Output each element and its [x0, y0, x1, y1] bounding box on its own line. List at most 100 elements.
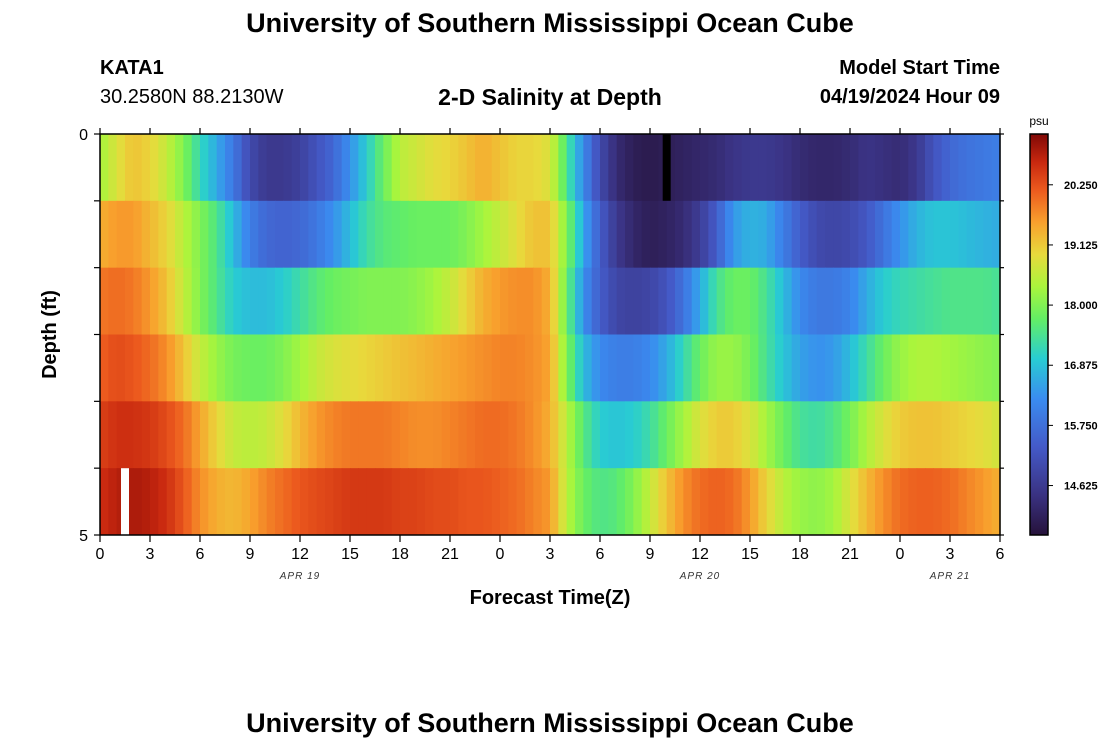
- heatmap-cell: [766, 267, 776, 335]
- heatmap-cell: [616, 200, 626, 269]
- heatmap-cell: [333, 468, 343, 536]
- heatmap-cell: [408, 134, 418, 202]
- heatmap-cell: [233, 200, 243, 269]
- heatmap-cell: [833, 267, 843, 335]
- heatmap-cell: [941, 200, 951, 269]
- heatmap-cell: [258, 134, 268, 202]
- heatmap-cell: [100, 401, 109, 469]
- heatmap-cell: [375, 334, 384, 402]
- heatmap-cell: [883, 134, 893, 202]
- heatmap-cell: [408, 334, 418, 402]
- heatmap-cell: [575, 267, 584, 335]
- heatmap-cell: [266, 401, 276, 469]
- heatmap-cell: [425, 267, 434, 335]
- heatmap-cell: [758, 200, 768, 269]
- missing-data-marker: [121, 468, 129, 535]
- heatmap-cell: [933, 401, 943, 469]
- heatmap-cell: [808, 468, 818, 536]
- heatmap-cell: [700, 134, 709, 202]
- heatmap-cell: [533, 468, 543, 536]
- heatmap-cell: [966, 468, 976, 536]
- heatmap-cell: [391, 334, 401, 402]
- heatmap-cell: [108, 267, 118, 335]
- heatmap-cell: [333, 334, 343, 402]
- heatmap-cell: [158, 200, 168, 269]
- heatmap-cell: [550, 200, 559, 269]
- heatmap-cell: [125, 401, 134, 469]
- x-tick-label: 6: [196, 546, 205, 563]
- heatmap-cell: [725, 334, 734, 402]
- heatmap-cell: [575, 200, 584, 269]
- heatmap-cell: [516, 134, 526, 202]
- heatmap-cell: [925, 334, 934, 402]
- heatmap-cell: [841, 401, 851, 469]
- heatmap-cell: [316, 468, 326, 536]
- heatmap-cell: [208, 468, 218, 536]
- heatmap-cell: [991, 267, 1001, 335]
- heatmap-cell: [800, 200, 809, 269]
- heatmap-cell: [275, 468, 284, 536]
- heatmap-cell: [683, 267, 693, 335]
- heatmap-cell: [466, 401, 476, 469]
- heatmap-cell: [725, 134, 734, 202]
- heatmap-cell: [441, 468, 451, 536]
- heatmap-cell: [191, 401, 201, 469]
- heatmap-cell: [558, 468, 568, 536]
- heatmap-cell: [316, 134, 326, 202]
- heatmap-cell: [116, 401, 126, 469]
- heatmap-cell: [575, 334, 584, 402]
- heatmap-cell: [916, 267, 926, 335]
- heatmap-cell: [608, 200, 618, 269]
- heatmap-cell: [975, 401, 984, 469]
- salinity-heatmap-chart: 0 3 6 9 12 15 18 21 0 3 6 9 12 15 18 21 0 3 6 APR 19 APR 20 A…: [39, 114, 1098, 609]
- heatmap-cell: [150, 200, 159, 269]
- heatmap-cell: [850, 134, 859, 202]
- heatmap-cell: [433, 401, 443, 469]
- y-tick-label: 0: [79, 127, 88, 144]
- heatmap-cell: [975, 267, 984, 335]
- heatmap-cell: [441, 134, 451, 202]
- heatmap-cell: [691, 200, 701, 269]
- heatmap-cell: [958, 401, 968, 469]
- heatmap-cell: [908, 468, 918, 536]
- heatmap-cell: [450, 200, 459, 269]
- heatmap-cell: [908, 267, 918, 335]
- heatmap-cell: [666, 468, 676, 536]
- heatmap-cell: [408, 468, 418, 536]
- heatmap-cell: [416, 267, 426, 335]
- heatmap-cell: [291, 134, 301, 202]
- heatmap-cell: [583, 200, 593, 269]
- heatmap-cell: [850, 267, 859, 335]
- heatmap-cell: [358, 134, 368, 202]
- heatmap-cell: [233, 134, 243, 202]
- heatmap-cell: [558, 267, 568, 335]
- heatmap-cell: [100, 468, 109, 536]
- heatmap-cell: [833, 200, 843, 269]
- heatmap-cell: [241, 200, 251, 269]
- heatmap-cell: [550, 334, 559, 402]
- heatmap-cell: [733, 200, 743, 269]
- heatmap-cell: [950, 468, 959, 536]
- heatmap-cell: [891, 468, 901, 536]
- heatmap-cell: [450, 334, 459, 402]
- heatmap-cell: [950, 200, 959, 269]
- heatmap-cell: [841, 200, 851, 269]
- heatmap-cell: [183, 334, 193, 402]
- heatmap-cell: [350, 134, 359, 202]
- heatmap-cell: [225, 334, 234, 402]
- heatmap-cell: [800, 401, 809, 469]
- heatmap-cell: [100, 267, 109, 335]
- heatmap-cell: [775, 401, 784, 469]
- heatmap-cell: [908, 334, 918, 402]
- heatmap-cell: [908, 134, 918, 202]
- y-tick-label: 5: [79, 528, 88, 545]
- heatmap-cell: [850, 468, 859, 536]
- heatmap-cell: [875, 134, 884, 202]
- heatmap-cell: [450, 267, 459, 335]
- heatmap-cell: [391, 401, 401, 469]
- colorbar: psu 20.250 19.125 18.000 16.875 15.750 14.625: [1029, 114, 1098, 536]
- heatmap-cell: [466, 200, 476, 269]
- heatmap-cell: [233, 468, 243, 536]
- heatmap-cell: [650, 200, 659, 269]
- heatmap-cell: [325, 334, 334, 402]
